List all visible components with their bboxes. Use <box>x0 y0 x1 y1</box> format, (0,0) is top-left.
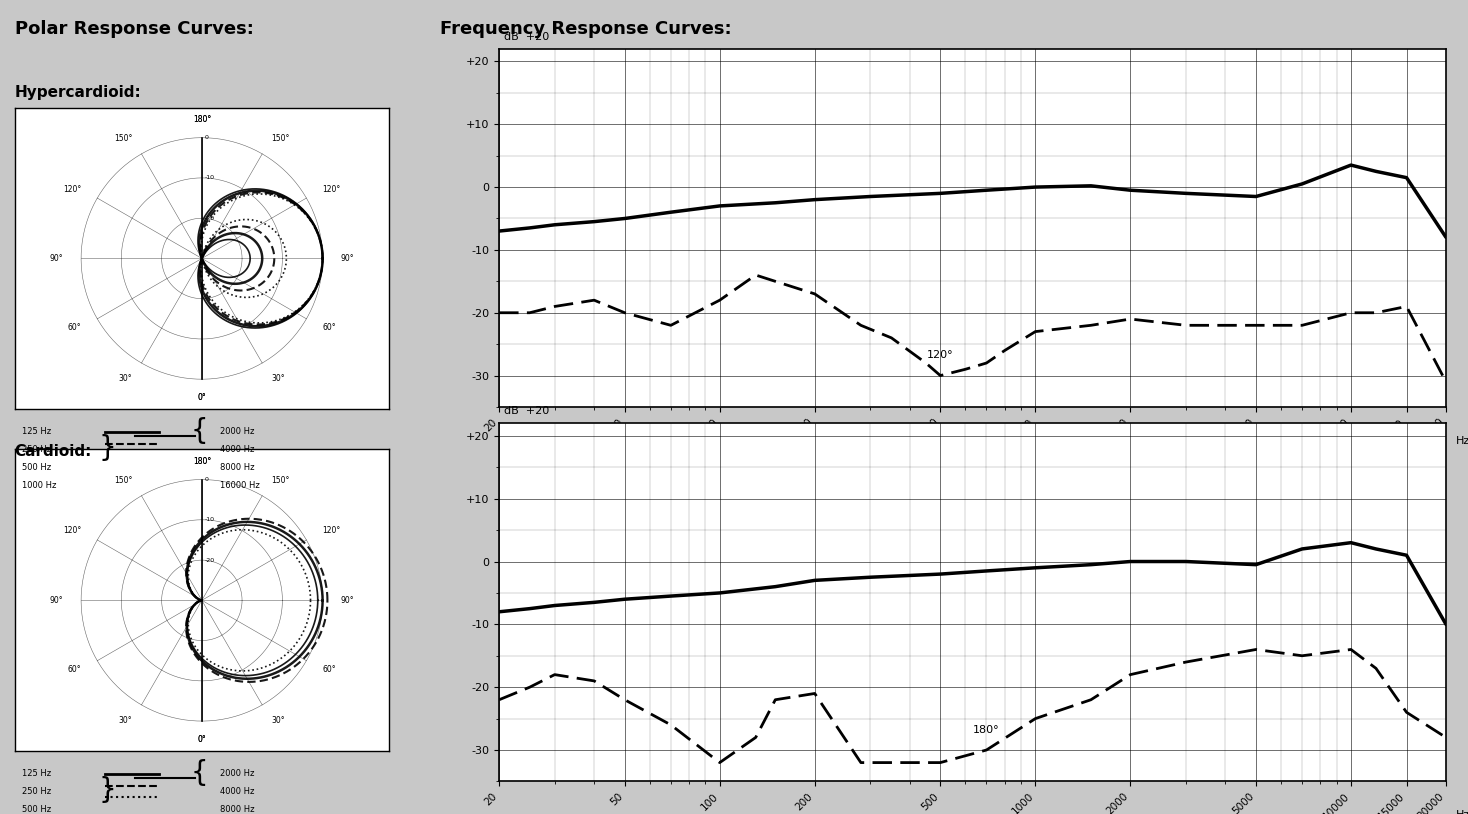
Text: {: { <box>191 759 208 787</box>
Text: 60°: 60° <box>321 323 336 332</box>
Text: 500 Hz: 500 Hz <box>22 805 51 814</box>
Text: 500 Hz: 500 Hz <box>22 463 51 472</box>
Text: 0°: 0° <box>198 735 206 744</box>
Text: 180°: 180° <box>973 725 1000 735</box>
Text: 4000 Hz: 4000 Hz <box>220 787 254 796</box>
Text: 8000 Hz: 8000 Hz <box>220 463 255 472</box>
Text: 150°: 150° <box>272 133 289 142</box>
Text: Hypercardioid:: Hypercardioid: <box>15 85 141 100</box>
Text: 90°: 90° <box>341 596 354 605</box>
Text: 0°: 0° <box>198 393 206 402</box>
Text: 90°: 90° <box>50 596 63 605</box>
Text: 250 Hz: 250 Hz <box>22 787 51 796</box>
Text: 125 Hz: 125 Hz <box>22 769 51 778</box>
Text: }: } <box>98 434 116 462</box>
Text: -20: -20 <box>204 558 214 562</box>
Text: 180°: 180° <box>192 457 211 466</box>
Text: 250 Hz: 250 Hz <box>22 445 51 454</box>
Text: 90°: 90° <box>50 254 63 263</box>
Text: 120°: 120° <box>63 527 82 536</box>
Text: 30°: 30° <box>119 716 132 725</box>
Text: 60°: 60° <box>68 323 82 332</box>
Text: 30°: 30° <box>119 374 132 383</box>
Text: dB  +20: dB +20 <box>504 32 549 42</box>
Text: 0: 0 <box>204 477 208 482</box>
Text: }: } <box>98 776 116 803</box>
Text: 2000 Hz: 2000 Hz <box>220 769 254 778</box>
Text: 0°: 0° <box>198 393 206 402</box>
Text: 30°: 30° <box>272 374 285 383</box>
Text: 120°: 120° <box>63 185 82 194</box>
Text: 125 Hz: 125 Hz <box>22 427 51 436</box>
Text: 150°: 150° <box>272 475 289 484</box>
Text: -10: -10 <box>204 175 214 181</box>
Text: Cardioid:: Cardioid: <box>15 444 92 458</box>
Text: {: { <box>191 418 208 445</box>
Text: 0°: 0° <box>198 735 206 744</box>
Text: -20: -20 <box>204 216 214 221</box>
Text: 30°: 30° <box>272 716 285 725</box>
Text: 1000 Hz: 1000 Hz <box>22 481 56 490</box>
Text: 90°: 90° <box>341 254 354 263</box>
Text: 4000 Hz: 4000 Hz <box>220 445 254 454</box>
Text: 150°: 150° <box>115 133 132 142</box>
Text: 180°: 180° <box>192 115 211 124</box>
Text: 150°: 150° <box>115 475 132 484</box>
Text: 120°: 120° <box>926 351 954 361</box>
Text: Frequency Response Curves:: Frequency Response Curves: <box>440 20 733 38</box>
Text: 16000 Hz: 16000 Hz <box>220 481 260 490</box>
Text: -10: -10 <box>204 517 214 523</box>
Text: Hz: Hz <box>1455 435 1468 445</box>
Text: 120°: 120° <box>321 527 341 536</box>
Text: 8000 Hz: 8000 Hz <box>220 805 255 814</box>
Text: 0: 0 <box>204 135 208 140</box>
Text: 60°: 60° <box>321 665 336 674</box>
Text: dB  +20: dB +20 <box>504 406 549 416</box>
Text: 180°: 180° <box>192 115 211 124</box>
Text: Hz: Hz <box>1455 810 1468 814</box>
Text: 60°: 60° <box>68 665 82 674</box>
Text: 120°: 120° <box>321 185 341 194</box>
Text: Polar Response Curves:: Polar Response Curves: <box>15 20 254 38</box>
Text: 180°: 180° <box>192 457 211 466</box>
Text: 2000 Hz: 2000 Hz <box>220 427 254 436</box>
